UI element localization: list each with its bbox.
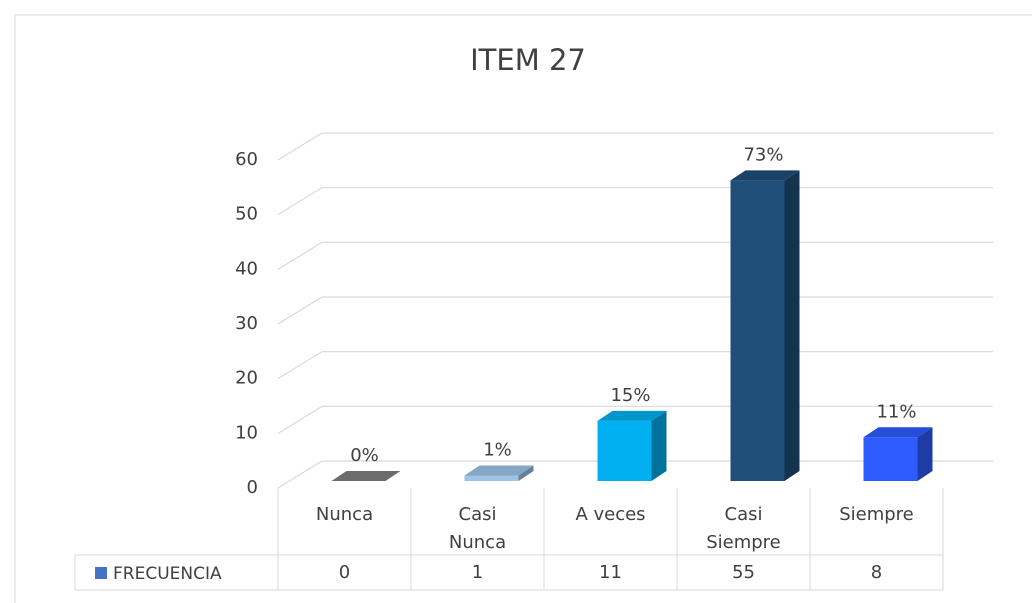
x-tick-label: Nunca (315, 504, 374, 525)
bar (863, 427, 933, 481)
bar-side (651, 410, 667, 481)
data-label: 11% (876, 401, 916, 422)
bar-front (464, 475, 519, 481)
data-label: 73% (743, 144, 783, 165)
bar-top (863, 427, 933, 438)
y-tick-label: 30 (235, 313, 258, 334)
table-value: 8 (870, 562, 883, 583)
grid-line (277, 132, 993, 161)
y-tick-label: 50 (235, 204, 258, 225)
data-label: 15% (610, 385, 650, 406)
bar-top (597, 410, 667, 421)
bar (730, 170, 800, 482)
bar-side (518, 465, 534, 481)
y-tick-label: 40 (235, 258, 258, 279)
data-label: 1% (483, 440, 512, 461)
y-tick-label: 20 (235, 368, 258, 389)
table-value: 55 (732, 562, 755, 583)
x-tick-label: Casi Siempre (706, 504, 781, 553)
legend-swatch (95, 567, 107, 579)
table-value: 1 (471, 562, 484, 583)
grid-line (277, 296, 993, 325)
grid-line (277, 351, 993, 380)
bar (464, 465, 534, 481)
bar-top (464, 465, 534, 476)
table-value: 0 (338, 562, 351, 583)
bar-front (863, 437, 918, 481)
bar (597, 410, 667, 481)
grid-line (277, 187, 993, 216)
table-value: 11 (599, 562, 622, 583)
bar-top (331, 471, 401, 481)
x-tick-label: Casi Nunca (448, 504, 507, 553)
y-tick-label: 60 (235, 149, 258, 170)
chart-frame (14, 14, 1032, 603)
grid-line (277, 241, 993, 270)
data-label: 0% (350, 445, 379, 466)
bar-side (784, 170, 800, 482)
x-tick-label: A veces (575, 504, 646, 525)
bar (331, 471, 401, 481)
y-tick-label: 0 (247, 477, 258, 498)
bar-front (597, 420, 652, 481)
y-tick-label: 10 (235, 422, 258, 443)
chart-title: ITEM 27 (470, 43, 586, 77)
x-tick-label: Siempre (839, 504, 914, 525)
bar-front (730, 180, 785, 482)
bar-side (917, 427, 933, 481)
legend-label: FRECUENCIA (113, 564, 222, 584)
bar-top (730, 170, 800, 181)
